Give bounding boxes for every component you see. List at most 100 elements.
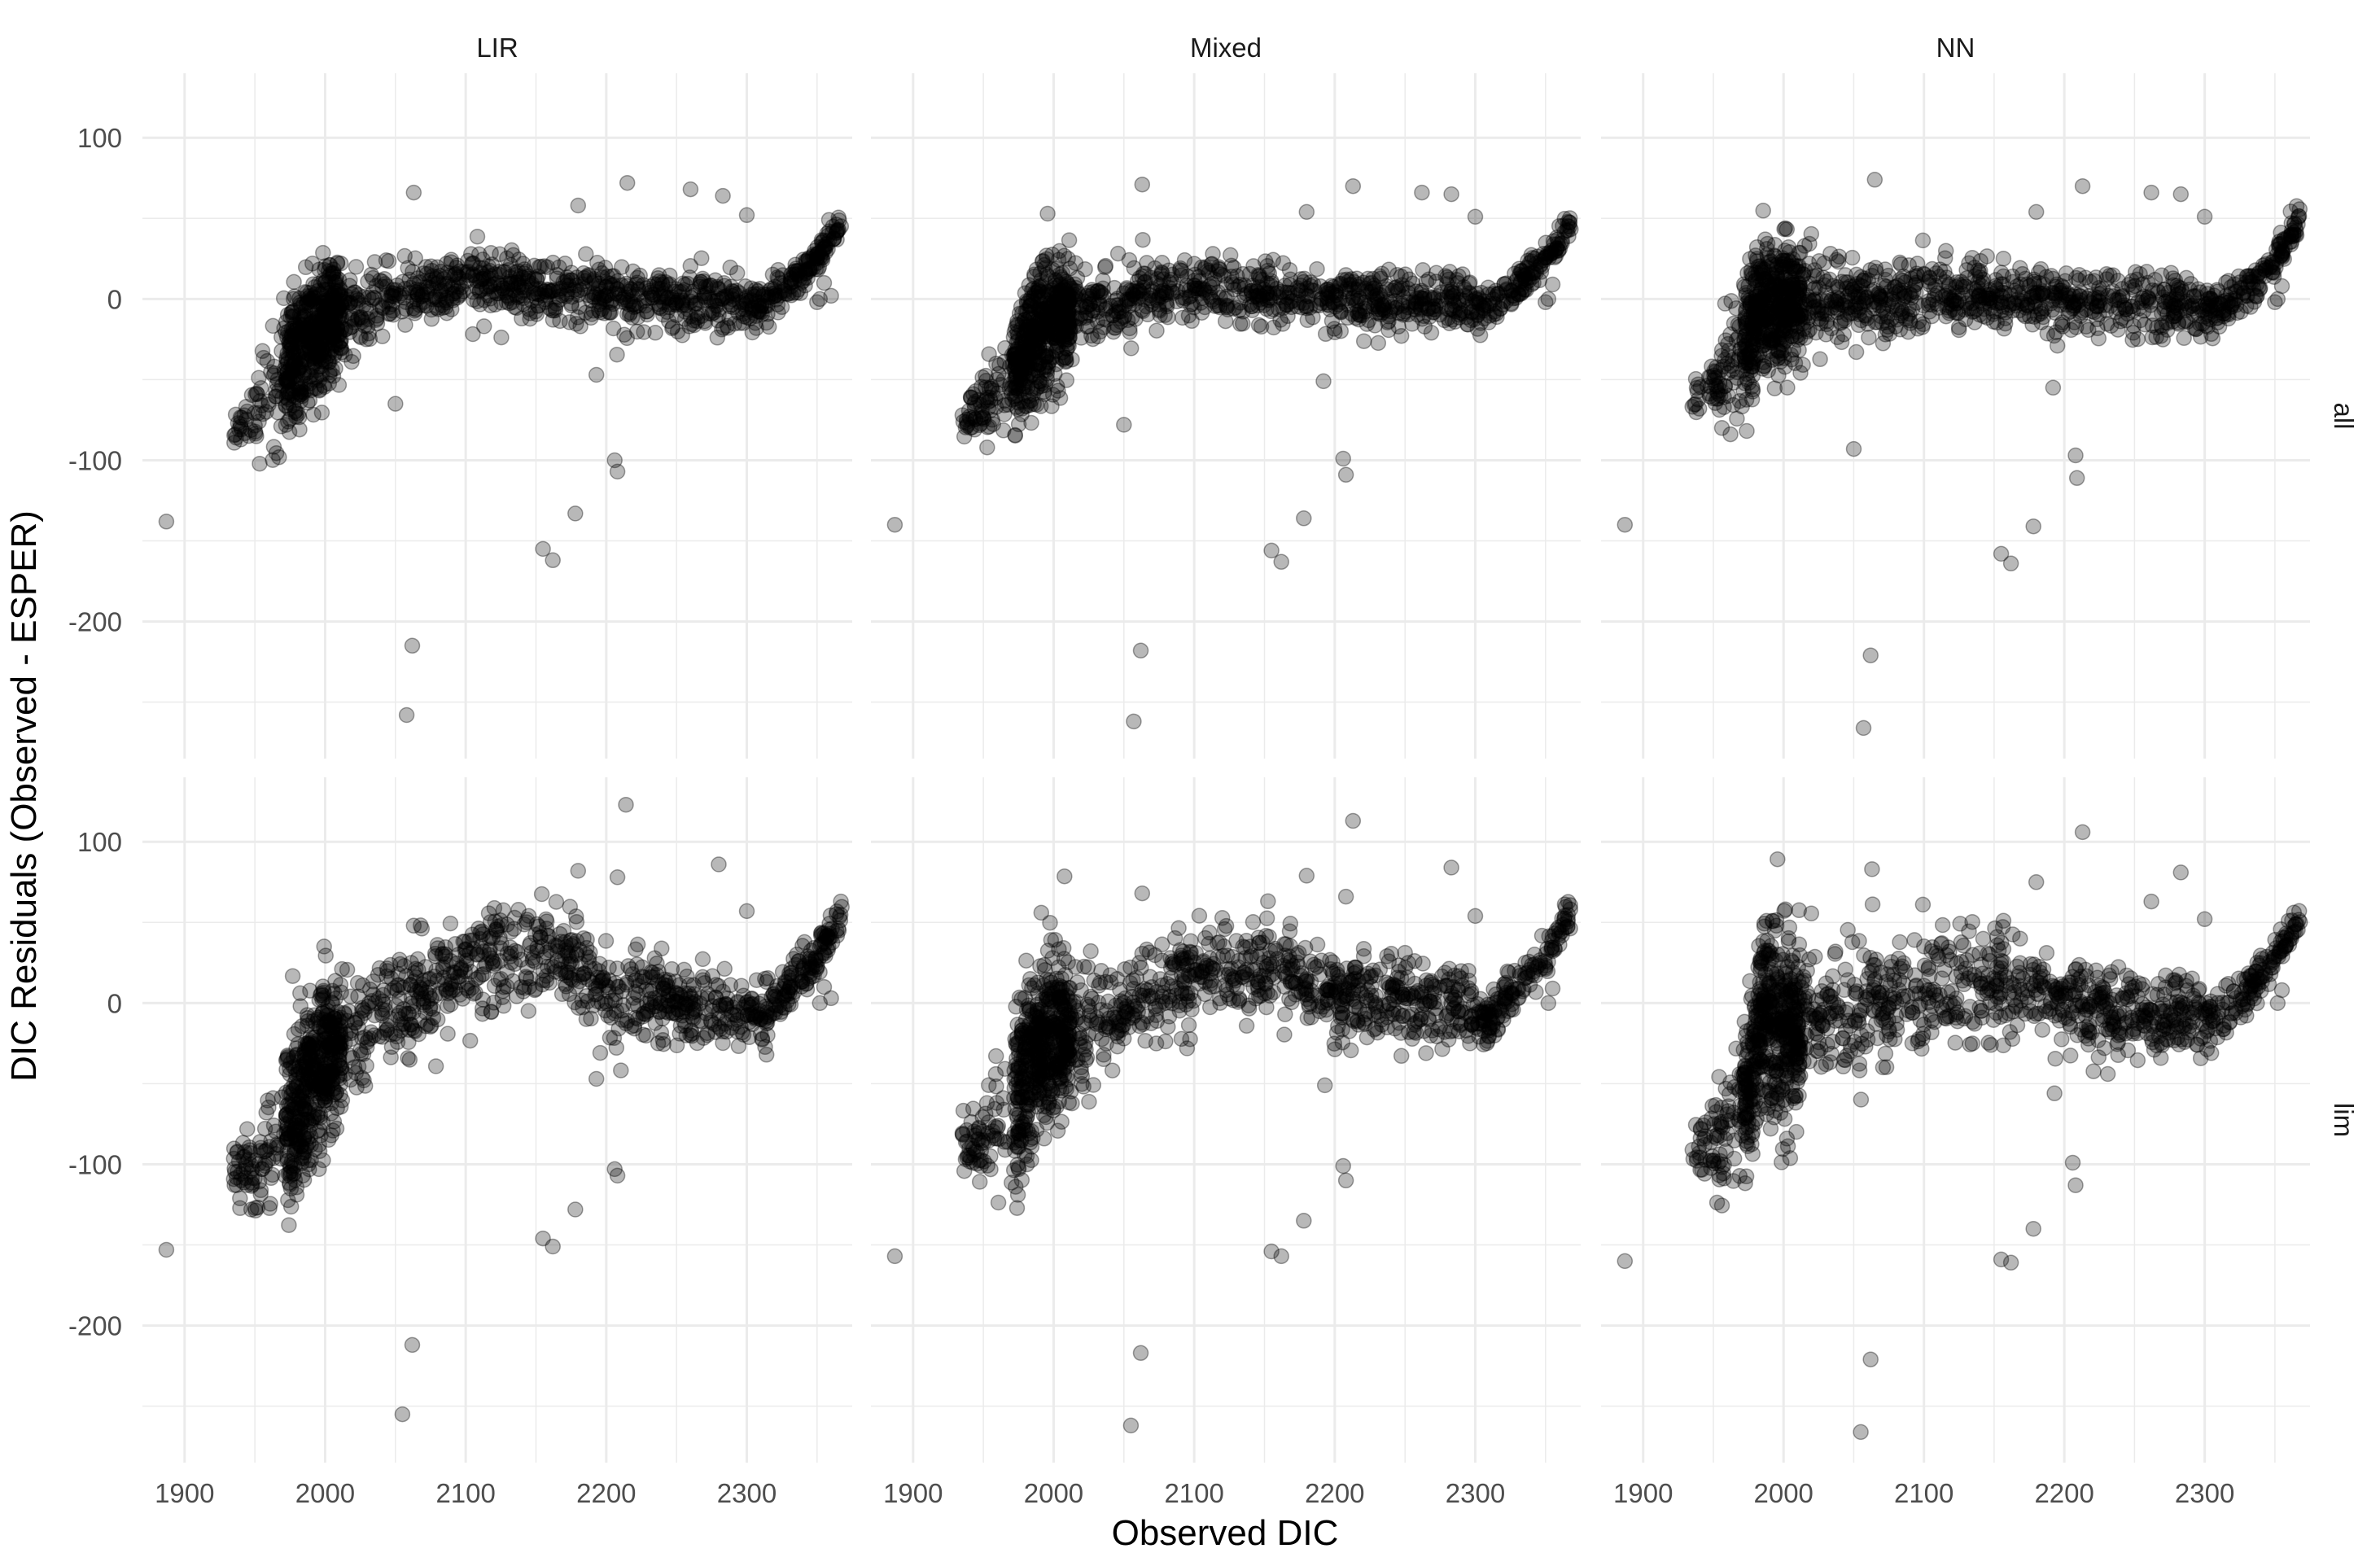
scatter-point — [593, 300, 610, 317]
scatter-point — [247, 418, 263, 434]
scatter-point — [279, 345, 295, 361]
scatter-point — [723, 285, 740, 302]
scatter-point — [328, 269, 344, 286]
scatter-point — [616, 326, 632, 343]
scatter-point — [304, 318, 322, 335]
scatter-point — [2035, 283, 2051, 300]
scatter-point — [676, 276, 693, 293]
scatter-point — [273, 329, 290, 345]
scatter-point — [317, 304, 333, 320]
scatter-point — [1778, 221, 1796, 238]
scatter-point — [1355, 333, 1372, 349]
outlier-point — [1540, 291, 1557, 308]
scatter-point — [525, 285, 541, 302]
scatter-point — [503, 242, 520, 259]
scatter-point — [1311, 297, 1328, 313]
scatter-point — [720, 319, 737, 336]
scatter-point — [295, 308, 313, 326]
scatter-point — [613, 1062, 629, 1078]
scatter-point — [422, 258, 440, 274]
scatter-point — [329, 312, 345, 328]
scatter-point — [315, 311, 331, 327]
scatter-point — [1363, 284, 1379, 300]
scatter-point — [770, 261, 786, 278]
scatter-point — [281, 1217, 297, 1233]
outlier-point — [1315, 373, 1332, 390]
scatter-point — [297, 343, 313, 361]
scatter-point — [494, 989, 510, 1005]
scatter-point — [238, 398, 255, 415]
scatter-point — [347, 284, 363, 301]
scatter-point — [306, 354, 323, 370]
scatter-point — [226, 426, 243, 444]
outlier-point — [2067, 447, 2084, 464]
scatter-point — [408, 281, 425, 298]
scatter-point — [656, 288, 672, 305]
scatter-point — [324, 290, 340, 307]
scatter-point — [458, 273, 475, 289]
outlier-point — [405, 184, 422, 201]
scatter-point — [605, 320, 622, 337]
scatter-point — [1135, 231, 1151, 248]
scatter-point — [321, 325, 337, 341]
scatter-point — [728, 265, 746, 282]
scatter-point — [444, 286, 461, 302]
scatter-point — [472, 296, 488, 313]
scatter-point — [343, 312, 361, 328]
scatter-point — [252, 455, 268, 472]
scatter-point — [591, 294, 608, 310]
scatter-point — [636, 324, 652, 340]
outlier-point — [567, 505, 584, 522]
scatter-point — [428, 269, 445, 286]
scatter-point — [752, 300, 768, 317]
scatter-point — [313, 341, 330, 358]
scatter-point — [317, 324, 334, 340]
scatter-point — [1122, 340, 1140, 357]
scatter-point — [1037, 359, 1054, 375]
scatter-point — [310, 344, 327, 361]
scatter-points — [158, 174, 850, 724]
scatter-point — [1038, 323, 1054, 340]
scatter-point — [325, 368, 342, 384]
scatter-point — [282, 328, 298, 345]
scatter-point — [1217, 291, 1233, 308]
scatter-point — [304, 344, 321, 361]
scatter-point — [602, 294, 619, 311]
scatter-point — [2246, 294, 2263, 310]
outlier-point — [1862, 647, 1879, 663]
scatter-point — [1083, 282, 1100, 298]
outlier-point — [1617, 516, 1634, 533]
scatter-point — [433, 282, 450, 299]
scatter-point — [469, 228, 486, 245]
scatter-point — [1039, 205, 1056, 222]
scatter-point — [1941, 304, 1958, 322]
outlier-point — [2002, 555, 2019, 572]
scatter-point — [506, 299, 523, 316]
scatter-point — [734, 294, 751, 310]
scatter-point — [368, 312, 384, 328]
scatter-point — [425, 274, 441, 291]
scatter-point — [676, 304, 693, 320]
scatter-point — [282, 385, 300, 402]
scatter-point — [482, 297, 499, 313]
scatter-point — [539, 284, 556, 301]
scatter-point — [588, 286, 605, 303]
scatter-point — [315, 304, 332, 321]
scatter-point — [467, 268, 483, 284]
scatter-point — [1140, 306, 1156, 323]
scatter-point — [609, 281, 626, 297]
scatter-point — [438, 256, 455, 272]
scatter-point — [650, 269, 667, 287]
scatter-point — [743, 287, 760, 303]
outlier-point — [2045, 379, 2062, 396]
scatter-point — [282, 329, 300, 345]
scatter-point — [514, 310, 530, 327]
scatter-point — [348, 259, 365, 275]
scatter-point — [1222, 247, 1239, 264]
scatter-point — [292, 344, 308, 361]
scatter-point — [1774, 258, 1790, 275]
scatter-point — [432, 286, 448, 302]
scatter-point — [572, 318, 588, 335]
scatter-point — [561, 314, 578, 330]
